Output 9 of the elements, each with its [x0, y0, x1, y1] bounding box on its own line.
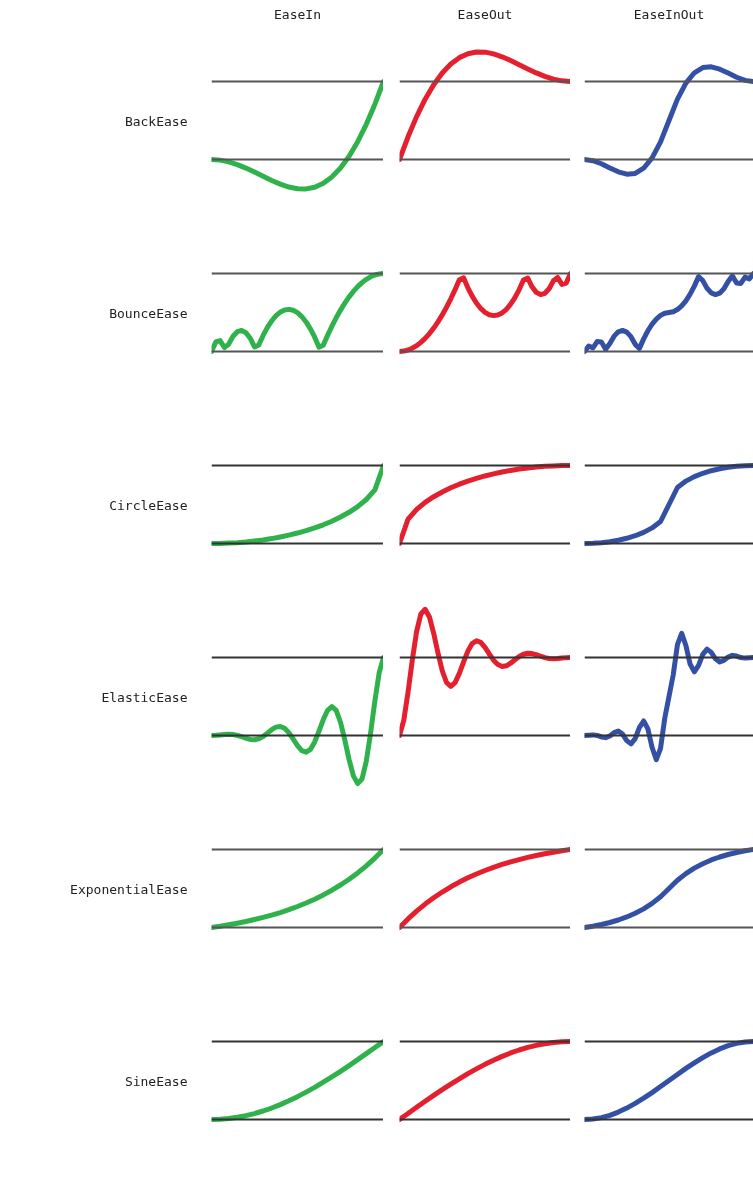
chart-title: EaseIn — [274, 6, 321, 22]
y-axis-title: ElasticEase — [101, 690, 188, 705]
y-axis-title: CircleEase — [109, 498, 188, 513]
y-axis-title: ExponentialEase — [70, 882, 188, 897]
chart-title: EaseInOut — [633, 6, 705, 22]
y-axis-title: SineEase — [124, 1074, 188, 1089]
chart-title: EaseOut — [457, 6, 513, 22]
y-axis-title: BounceEase — [109, 306, 188, 321]
y-axis-title: BackEase — [124, 114, 188, 129]
